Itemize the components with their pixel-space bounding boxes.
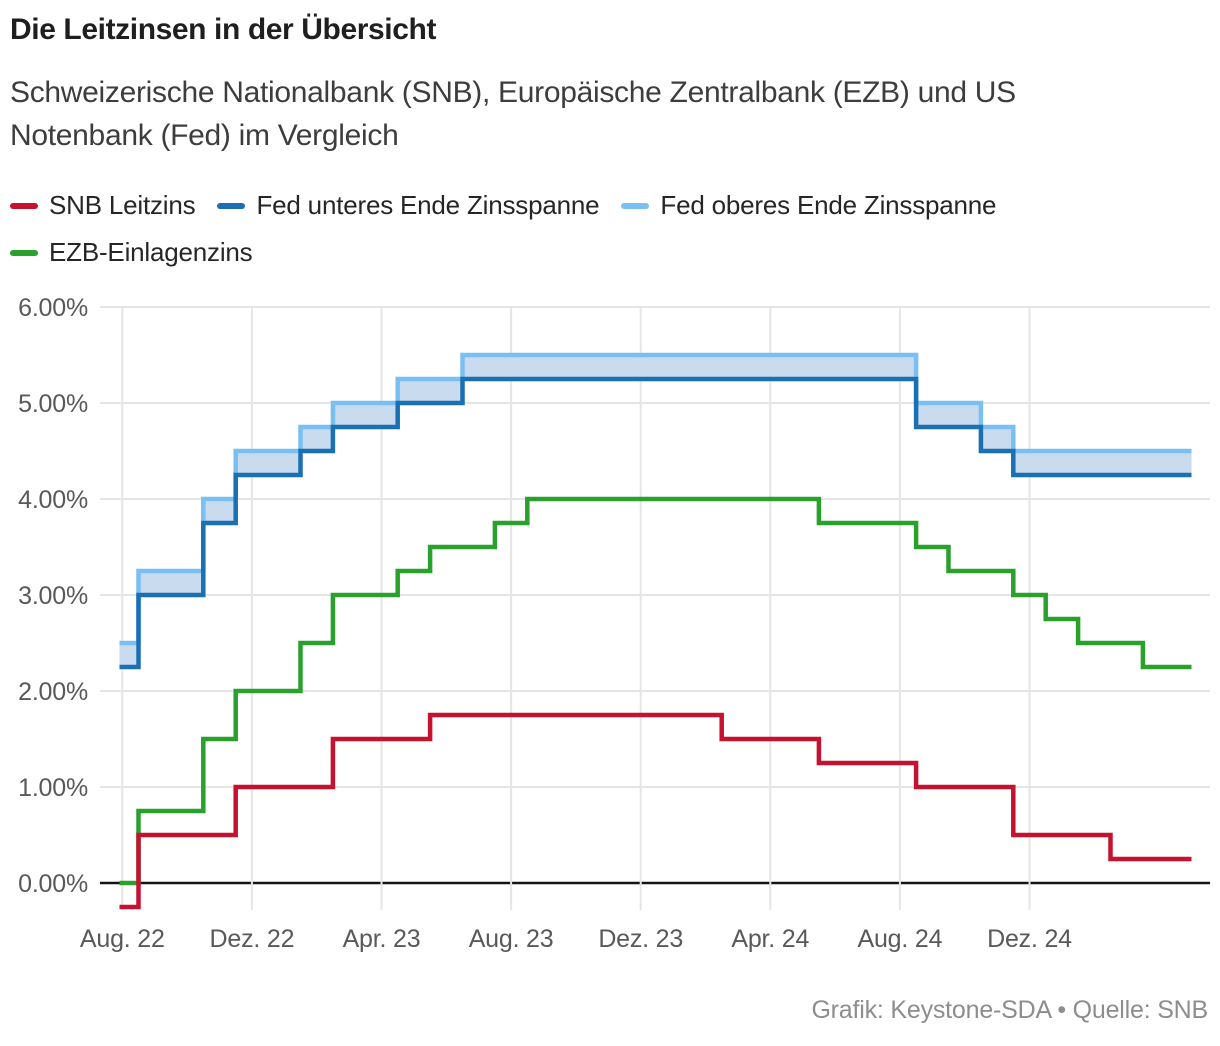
credit-line: Grafik: Keystone-SDA • Quelle: SNB bbox=[811, 996, 1208, 1024]
legend-label: EZB-Einlagenzins bbox=[49, 237, 253, 267]
chart-subtitle: Schweizerische Nationalbank (SNB), Europ… bbox=[10, 71, 1016, 157]
x-tick-label: Dez. 22 bbox=[210, 925, 295, 953]
legend-label: Fed oberes Ende Zinsspanne bbox=[660, 190, 997, 220]
x-tick-label: Aug. 23 bbox=[469, 925, 554, 953]
x-tick-label: Apr. 23 bbox=[343, 925, 421, 953]
chart-subtitle-line: Notenbank (Fed) im Vergleich bbox=[10, 119, 399, 152]
x-tick-label: Aug. 24 bbox=[858, 925, 943, 953]
y-tick-label: 4.00% bbox=[18, 486, 88, 514]
chart-subtitle-line: Schweizerische Nationalbank (SNB), Europ… bbox=[10, 76, 1016, 109]
legend-swatch-ezb bbox=[10, 249, 38, 256]
y-tick-label: 0.00% bbox=[18, 870, 88, 898]
legend-item-ezb: EZB-Einlagenzins bbox=[10, 237, 253, 268]
page-title: Die Leitzinsen in der Übersicht bbox=[10, 13, 437, 46]
legend-label: SNB Leitzins bbox=[49, 190, 196, 220]
legend-swatch-fed_lower bbox=[217, 202, 246, 209]
series-line-fed_lower bbox=[119, 376, 1192, 670]
chart-legend: SNB Leitzins Fed unteres Ende Zinsspanne F… bbox=[10, 190, 1210, 268]
legend-item-snb: SNB Leitzins bbox=[10, 190, 196, 221]
y-tick-label: 6.00% bbox=[18, 294, 88, 322]
x-tick-label: Aug. 22 bbox=[80, 925, 165, 953]
legend-swatch-snb bbox=[10, 202, 38, 209]
legend-swatch-fed_upper bbox=[621, 202, 650, 209]
x-tick-label: Apr. 24 bbox=[731, 925, 809, 953]
y-tick-label: 3.00% bbox=[18, 582, 88, 610]
y-tick-label: 5.00% bbox=[18, 390, 88, 418]
x-tick-label: Dez. 24 bbox=[987, 925, 1072, 953]
legend-item-fed_lower: Fed unteres Ende Zinsspanne bbox=[217, 190, 600, 221]
series-line-snb bbox=[119, 712, 1192, 910]
legend-item-fed_upper: Fed oberes Ende Zinsspanne bbox=[621, 190, 997, 221]
x-axis: Aug. 22 Dez. 22 Apr. 23 Aug. 23 Dez. 23 Apr. … bbox=[80, 307, 1072, 953]
y-tick-label: 2.00% bbox=[18, 678, 88, 706]
x-tick-label: Dez. 23 bbox=[598, 925, 683, 953]
fed-target-range-band bbox=[119, 355, 1192, 667]
y-tick-label: 1.00% bbox=[18, 774, 88, 802]
series-line-ezb bbox=[119, 496, 1192, 886]
legend-label: Fed unteres Ende Zinsspanne bbox=[256, 190, 600, 220]
